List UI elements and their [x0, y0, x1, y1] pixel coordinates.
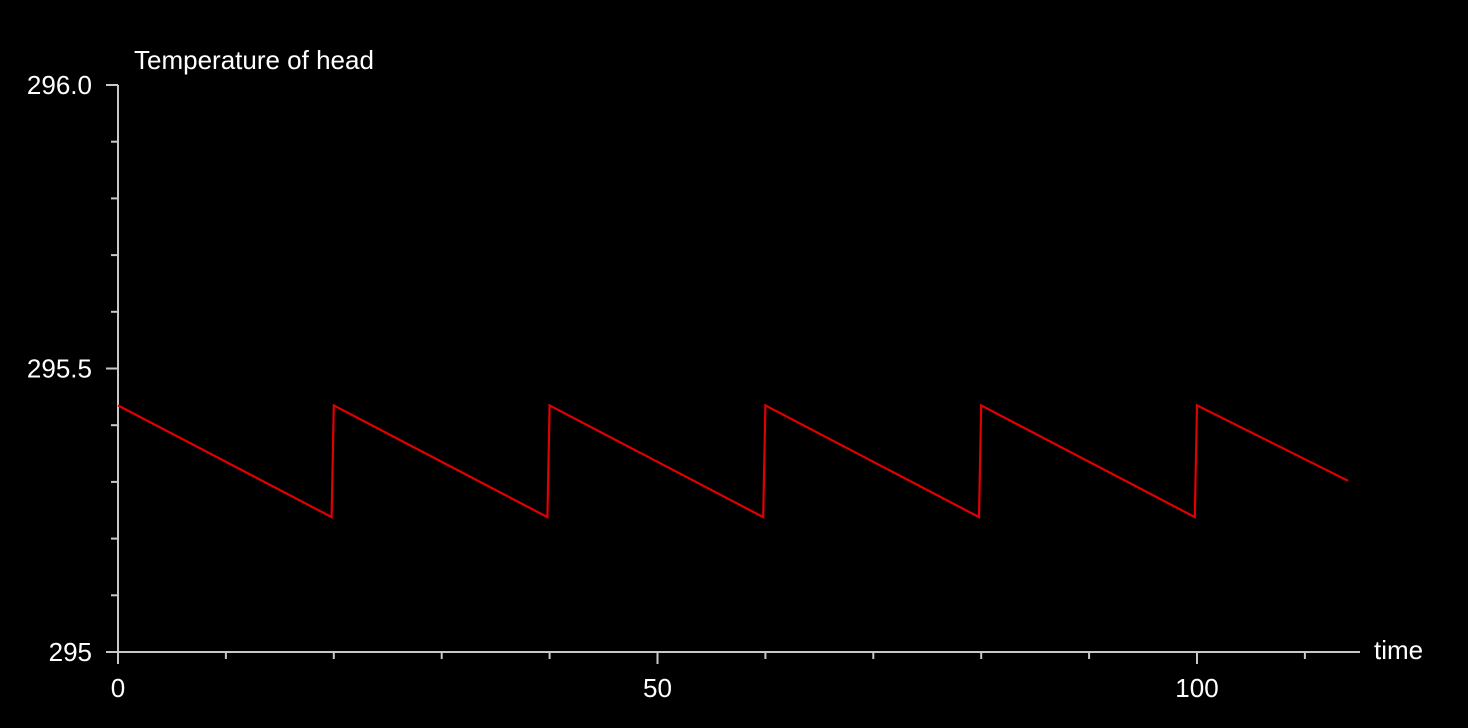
x-tick-label: 50 — [643, 673, 672, 703]
axes — [117, 85, 1360, 653]
series-line — [117, 403, 1349, 519]
tick-labels: 295 295.5 296.0 0 50 100 — [27, 70, 1219, 703]
x-axis-label: time — [1374, 635, 1423, 665]
chart-title: Temperature of head — [134, 45, 374, 75]
series-layer — [117, 403, 1349, 519]
ticks — [106, 84, 1306, 664]
y-tick-label: 296.0 — [27, 70, 92, 100]
y-tick-label: 295.5 — [27, 354, 92, 384]
x-tick-label: 100 — [1175, 673, 1218, 703]
x-tick-label: 0 — [111, 673, 125, 703]
y-tick-label: 295 — [49, 637, 92, 667]
